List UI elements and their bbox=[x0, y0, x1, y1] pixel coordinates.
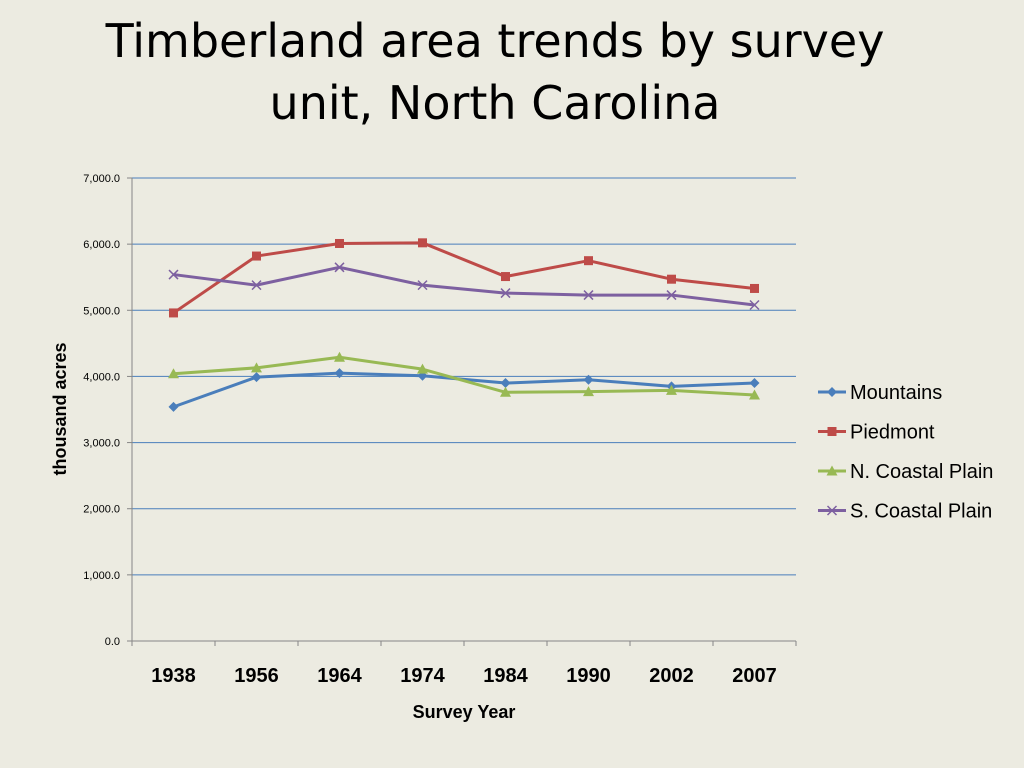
data-point-x bbox=[168, 269, 179, 280]
data-point-x bbox=[334, 262, 345, 273]
axes bbox=[127, 177, 797, 646]
data-point-square bbox=[418, 238, 427, 248]
data-point-square bbox=[667, 274, 676, 284]
x-tick-label: 1974 bbox=[400, 665, 445, 687]
data-point-square bbox=[169, 308, 178, 318]
data-point-triangle bbox=[251, 362, 262, 373]
data-point-x bbox=[826, 505, 838, 516]
x-tick-label: 1984 bbox=[483, 665, 528, 687]
data-point-triangle bbox=[334, 351, 345, 362]
data-point-x bbox=[500, 288, 511, 299]
data-point-square bbox=[252, 251, 261, 261]
data-point-square bbox=[335, 238, 344, 248]
x-tick-label: 1964 bbox=[317, 665, 362, 687]
series-n-coastal-plain bbox=[168, 351, 760, 400]
gridlines bbox=[132, 177, 796, 576]
y-tick-label: 2,000.0 bbox=[83, 504, 120, 516]
series-line bbox=[172, 241, 755, 315]
data-point-triangle bbox=[417, 363, 428, 374]
data-point-square bbox=[827, 427, 837, 436]
data-point-x bbox=[749, 299, 760, 311]
data-point-diamond bbox=[583, 374, 594, 385]
legend: Mountains Piedmont N. Coastal Plain S. Coas… bbox=[818, 382, 993, 523]
data-point-diamond bbox=[827, 387, 837, 397]
data-point-diamond bbox=[500, 378, 511, 389]
series-piedmont bbox=[169, 238, 759, 318]
legend-item: Mountains bbox=[818, 382, 942, 404]
x-tick-label: 1956 bbox=[234, 665, 279, 687]
legend-item: S. Coastal Plain bbox=[818, 501, 992, 523]
y-tick-label: 6,000.0 bbox=[83, 239, 120, 251]
data-point-triangle bbox=[168, 368, 179, 379]
y-tick-labels: 0.0 1,000.0 2,000.0 3,000.0 4,000.0 5,000.0 6,… bbox=[83, 173, 120, 648]
y-tick-label: 1,000.0 bbox=[83, 570, 120, 582]
data-point-triangle bbox=[826, 465, 838, 476]
data-point-square bbox=[501, 272, 510, 282]
data-point-diamond bbox=[251, 372, 262, 383]
series-line bbox=[173, 265, 755, 307]
data-point-square bbox=[750, 283, 759, 293]
data-point-diamond bbox=[334, 368, 345, 379]
data-point-square bbox=[584, 256, 593, 266]
data-point-x bbox=[251, 280, 262, 291]
legend-label: Piedmont bbox=[850, 422, 935, 444]
x-tick-label: 2007 bbox=[732, 665, 777, 687]
y-tick-label: 3,000.0 bbox=[83, 438, 120, 450]
y-tick-label: 0.0 bbox=[105, 636, 120, 648]
legend-label: N. Coastal Plain bbox=[850, 461, 993, 483]
y-tick-label: 5,000.0 bbox=[83, 305, 120, 317]
y-tick-label: 4,000.0 bbox=[83, 371, 120, 383]
data-point-triangle bbox=[583, 386, 594, 397]
data-point-triangle bbox=[749, 389, 760, 400]
data-point-x bbox=[417, 280, 428, 291]
series-lines bbox=[168, 238, 760, 412]
y-tick-label: 7,000.0 bbox=[83, 173, 120, 185]
data-point-triangle bbox=[500, 386, 511, 397]
data-point-triangle bbox=[666, 384, 677, 395]
x-axis-label: Survey Year bbox=[413, 702, 516, 722]
series-s-coastal-plain bbox=[168, 262, 760, 311]
data-point-diamond bbox=[168, 401, 179, 412]
legend-item: Piedmont bbox=[818, 422, 935, 444]
x-tick-label: 1990 bbox=[566, 665, 611, 687]
x-tick-label: 1938 bbox=[151, 665, 196, 687]
slide-title: Timberland area trends by survey unit, N… bbox=[105, 14, 885, 130]
series-line bbox=[173, 355, 755, 397]
legend-item: N. Coastal Plain bbox=[818, 461, 993, 483]
x-tick-labels: 1938 1956 1964 1974 1984 1990 2002 2007 bbox=[151, 665, 777, 687]
x-tick-label: 2002 bbox=[649, 665, 694, 687]
data-point-x bbox=[666, 290, 677, 301]
data-point-x bbox=[583, 290, 594, 301]
y-axis-label: thousand acres bbox=[50, 342, 70, 475]
legend-label: Mountains bbox=[850, 382, 942, 404]
data-point-diamond bbox=[749, 378, 760, 389]
legend-label: S. Coastal Plain bbox=[850, 501, 992, 523]
